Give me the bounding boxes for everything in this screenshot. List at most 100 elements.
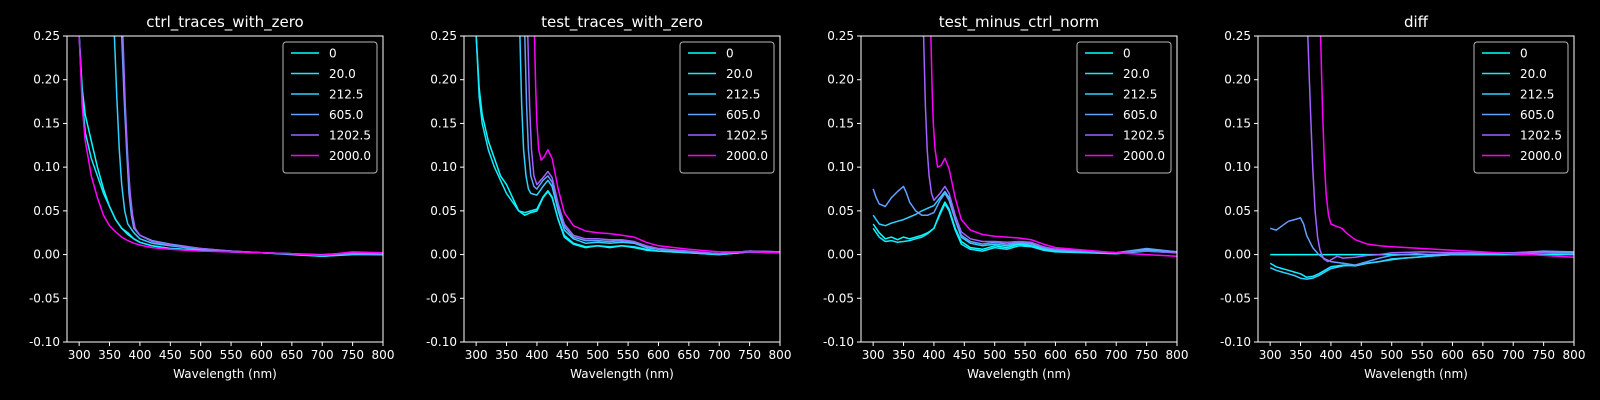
legend: 0 20.0 212.5 605.0 1202.5 2000.0 [282,41,378,174]
series-line [475,36,780,256]
x-tick-label: 650 [677,348,700,362]
x-tick-label: 650 [1074,348,1097,362]
x-tick-label: 800 [372,348,395,362]
y-tick-label: -0.05 [29,291,60,305]
series-line [527,36,780,255]
x-tick-label: 700 [311,348,334,362]
series-line [533,36,780,254]
chart-title: ctrl_traces_with_zero [146,13,303,32]
chart-panel: test_traces_with_zero 300 350 400 450 500 550 6… [426,13,792,381]
x-tick-label: 300 [862,348,885,362]
series-line [872,203,1177,255]
x-tick-label: 600 [250,348,273,362]
y-tick-label: 0.00 [33,248,60,262]
legend-label: 605.0 [1123,108,1157,122]
legend-label: 0 [1520,47,1528,61]
y-tick-label: 0.15 [430,116,457,130]
plot-area [872,36,1177,258]
x-tick-label: 450 [1350,348,1373,362]
legend-label: 2000.0 [726,149,768,163]
chart-panel: test_minus_ctrl_norm 300 350 400 450 500 550 60… [823,13,1189,381]
legend-label: 1202.5 [1123,129,1165,143]
y-tick-label: -0.10 [1220,335,1251,349]
chart-title: test_minus_ctrl_norm [939,13,1100,32]
series-line [930,36,1177,258]
y-tick-label: 0.25 [827,29,854,43]
legend-label: 20.0 [1520,67,1547,81]
legend: 0 20.0 212.5 605.0 1202.5 2000.0 [1473,41,1569,174]
y-tick-label: 0.00 [1224,248,1251,262]
plot-area [475,36,780,256]
y-tick-label: 0.15 [1224,116,1251,130]
x-tick-label: 650 [1471,348,1494,362]
chart-panel: diff 300 350 400 450 500 550 600 650 700 750 800 -0.… [1220,13,1586,381]
legend-label: 212.5 [1123,88,1157,102]
y-tick-label: 0.10 [827,160,854,174]
x-tick-label: 800 [769,348,792,362]
legend-box [1076,41,1172,174]
y-tick-label: -0.05 [426,291,457,305]
legend-label: 0 [329,47,337,61]
y-tick-label: 0.20 [33,73,60,87]
x-tick-label: 700 [1502,348,1525,362]
x-tick-label: 700 [708,348,731,362]
y-tick-label: 0.25 [1224,29,1251,43]
legend-label: 1202.5 [329,129,371,143]
plot-area [78,36,383,258]
x-tick-label: 300 [1259,348,1282,362]
y-tick-label: 0.05 [430,204,457,218]
y-tick-label: -0.05 [1220,291,1251,305]
x-tick-label: 500 [983,348,1006,362]
x-tick-label: 650 [280,348,303,362]
series-line [872,185,1177,254]
x-tick-label: 300 [68,348,91,362]
x-tick-label: 600 [647,348,670,362]
legend-label: 2000.0 [1123,149,1165,163]
x-tick-label: 550 [220,348,243,362]
x-tick-label: 750 [1532,348,1555,362]
legend-label: 212.5 [329,88,363,102]
x-tick-label: 400 [1319,348,1342,362]
x-tick-label: 550 [1411,348,1434,362]
y-tick-label: 0.05 [827,204,854,218]
x-axis-label: Wavelength (nm) [173,367,277,381]
legend-label: 0 [1123,47,1131,61]
x-tick-label: 350 [98,348,121,362]
x-tick-label: 750 [1135,348,1158,362]
legend-label: 1202.5 [1520,129,1562,143]
y-tick-label: 0.20 [1224,73,1251,87]
y-tick-label: 0.10 [33,160,60,174]
series-line [922,36,1177,254]
x-tick-label: 350 [1289,348,1312,362]
series-line [872,190,1177,254]
x-tick-label: 750 [738,348,761,362]
legend-box [679,41,775,174]
series-line [872,201,1177,254]
y-tick-label: 0.00 [430,248,457,262]
x-tick-label: 400 [525,348,548,362]
chart-title: test_traces_with_zero [541,13,703,32]
chart-panel: ctrl_traces_with_zero 300 350 400 450 500 550 6… [29,13,395,381]
x-tick-label: 800 [1563,348,1586,362]
y-tick-label: 0.00 [827,248,854,262]
plot-frame [860,35,1178,343]
y-tick-label: 0.05 [1224,204,1251,218]
legend-label: 20.0 [329,67,356,81]
x-tick-label: 400 [128,348,151,362]
x-tick-label: 550 [1014,348,1037,362]
plot-frame [66,35,384,343]
x-tick-label: 550 [617,348,640,362]
y-tick-label: 0.20 [827,73,854,87]
y-tick-label: -0.10 [823,335,854,349]
plot-frame [463,35,781,343]
y-tick-label: -0.10 [29,335,60,349]
x-tick-label: 700 [1105,348,1128,362]
legend-box [1473,41,1569,174]
legend-label: 2000.0 [1520,149,1562,163]
plot-frame [1257,35,1575,343]
x-axis-label: Wavelength (nm) [967,367,1071,381]
legend-label: 605.0 [1520,108,1554,122]
series-line [1269,217,1574,266]
y-tick-label: 0.15 [827,116,854,130]
